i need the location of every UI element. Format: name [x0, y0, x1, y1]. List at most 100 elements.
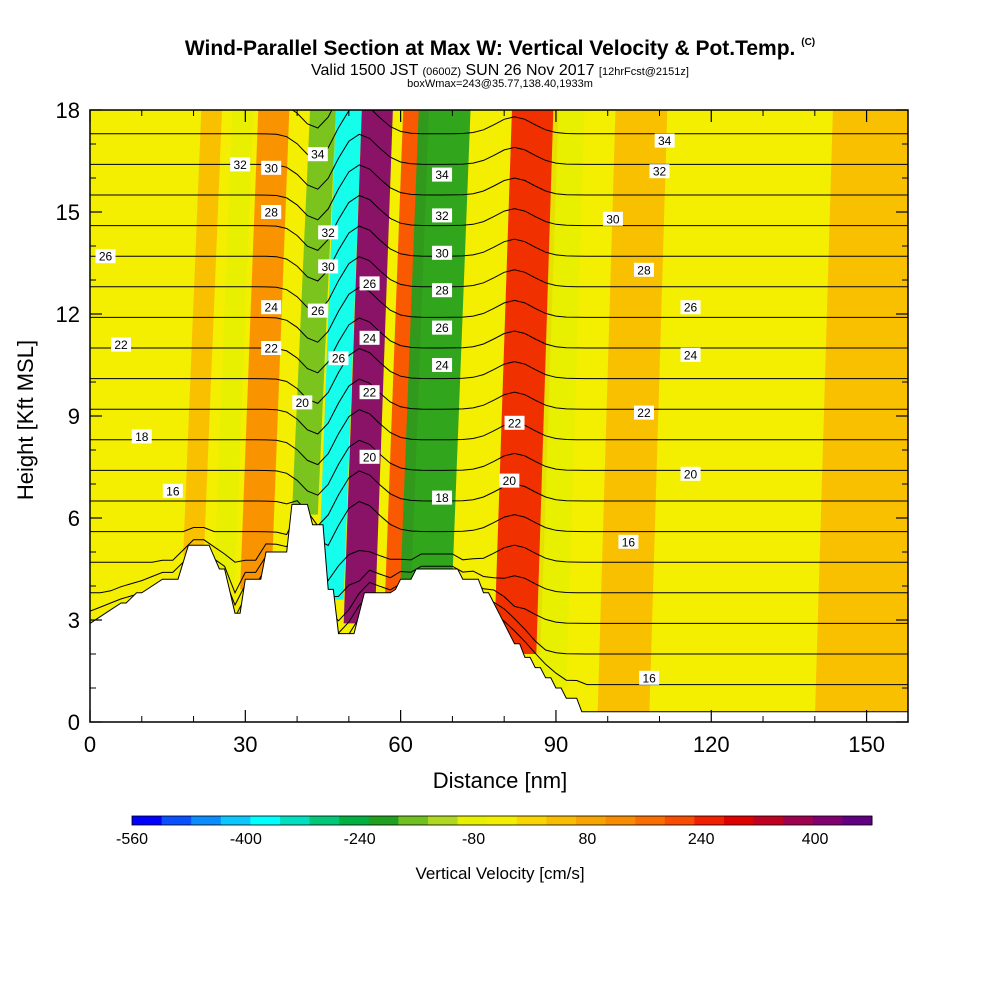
theta-label: 24 — [265, 301, 279, 315]
theta-label-bg — [111, 337, 132, 352]
y-tick-label: 0 — [68, 710, 80, 735]
theta-label-bg — [359, 276, 380, 291]
colorbar-swatch — [635, 816, 666, 825]
theta-contour-7 — [90, 439, 908, 496]
theta-contour-13 — [90, 256, 908, 313]
colorbar: -560 -400 -240 -80 80 240 400 — [116, 815, 873, 848]
theta-label: 26 — [332, 352, 346, 366]
theta-label: 32 — [233, 158, 247, 172]
valid-date: SUN 26 Nov 2017 — [465, 62, 595, 79]
theta-label: 30 — [606, 212, 620, 226]
colorbar-swatch — [516, 816, 547, 825]
theta-label-bg — [318, 259, 339, 274]
colorbar-swatch — [812, 816, 843, 825]
theta-label: 22 — [363, 386, 377, 400]
theta-label-bg — [680, 300, 701, 315]
valid-time: Valid 1500 JST — [311, 62, 419, 79]
theta-label-bg — [131, 429, 152, 444]
colorbar-swatch — [398, 816, 429, 825]
theta-label-bg — [432, 358, 453, 372]
x-tick-label: 60 — [388, 732, 412, 757]
colorbar-swatch — [368, 816, 399, 825]
theta-contour-6 — [90, 470, 908, 527]
colorbar-swatch — [753, 816, 784, 825]
y-tick-label: 15 — [56, 200, 80, 225]
colorbar-swatch — [220, 816, 251, 825]
theta-label: 26 — [684, 301, 698, 315]
theta-label: 28 — [435, 284, 449, 298]
colorbar-swatch — [250, 816, 281, 825]
box-info: boxWmax=243@35.77,138.40,1933m — [407, 78, 593, 90]
theta-label-bg — [162, 483, 183, 498]
theta-label: 20 — [684, 467, 698, 481]
colorbar-swatch — [605, 816, 636, 825]
theta-label-bg — [654, 133, 675, 148]
colorbar-swatch — [161, 816, 192, 825]
theta-label: 24 — [684, 348, 698, 362]
theta-contour-10 — [90, 347, 908, 404]
theta-label-bg — [602, 211, 623, 226]
colorbar-tick-label: -400 — [230, 831, 262, 848]
theta-label-bg — [359, 385, 380, 400]
theta-contour-11 — [90, 317, 908, 374]
colorbar-frame — [131, 815, 873, 826]
colorbar-swatch — [694, 816, 725, 825]
theta-label-bg — [292, 395, 313, 410]
theta-contour-18 — [90, 110, 908, 160]
theta-label: 32 — [435, 209, 449, 223]
theta-label-bg — [432, 208, 453, 223]
theta-label: 26 — [363, 277, 377, 291]
theta-label-bg — [359, 449, 380, 464]
x-tick-label: 150 — [848, 732, 885, 757]
theta-contour-9 — [90, 378, 908, 435]
colorbar-title: Vertical Velocity [cm/s] — [415, 864, 585, 883]
theta-label-bg — [618, 534, 639, 549]
colorbar-tick-label: -560 — [116, 831, 148, 848]
colorbar-swatch — [280, 816, 311, 825]
theta-label: 30 — [265, 161, 279, 175]
y-tick-label: 6 — [68, 506, 80, 531]
x-tick-label: 120 — [693, 732, 730, 757]
copyright-mark: (C) — [801, 37, 816, 48]
theta-label-bg — [261, 160, 282, 175]
theta-label-bg — [328, 351, 349, 366]
theta-label-bg — [432, 245, 453, 260]
colorbar-swatch — [457, 816, 488, 825]
theta-label-bg — [318, 225, 339, 240]
theta-label-bg — [432, 320, 453, 335]
theta-label-bg — [307, 147, 328, 162]
colorbar-swatch — [546, 816, 577, 825]
colorbar-swatch — [664, 816, 695, 825]
theta-label-bg — [432, 283, 453, 298]
theta-label: 24 — [435, 359, 449, 373]
theta-label-bg — [680, 347, 701, 362]
theta-label-bg — [261, 205, 282, 219]
theta-label: 18 — [135, 430, 149, 444]
x-tick-label: 0 — [84, 732, 96, 757]
colorbar-swatch — [428, 816, 459, 825]
y-tick-label: 18 — [56, 98, 80, 123]
theta-label: 16 — [622, 535, 636, 549]
theta-label: 22 — [265, 342, 279, 356]
theta-label-bg — [680, 466, 701, 481]
theta-label-bg — [261, 341, 282, 355]
chart-title: Wind-Parallel Section at Max W: Vertical… — [0, 37, 1000, 61]
theta-contour-4 — [90, 524, 908, 582]
colorbar-swatch — [339, 816, 370, 825]
theta-label: 34 — [311, 148, 325, 162]
axes: 0 30 60 90 120 150 0 3 6 9 12 15 18 — [56, 98, 908, 757]
colorbar-tick-label: 400 — [802, 831, 829, 848]
theta-contour-12 — [90, 286, 908, 343]
colorbar-swatch — [487, 816, 518, 825]
theta-label-bg — [307, 303, 328, 318]
colorbar-swatch — [132, 816, 163, 825]
theta-contour-5 — [90, 500, 908, 547]
theta-label: 16 — [166, 484, 180, 498]
x-tick-label: 30 — [233, 732, 257, 757]
theta-contour-3 — [90, 536, 908, 598]
colorbar-swatch — [576, 816, 607, 825]
colorbar-tick-label: 80 — [578, 831, 596, 848]
theta-label: 18 — [435, 491, 449, 505]
theta-contour-15 — [90, 194, 908, 251]
theta-label-bg — [499, 473, 520, 488]
